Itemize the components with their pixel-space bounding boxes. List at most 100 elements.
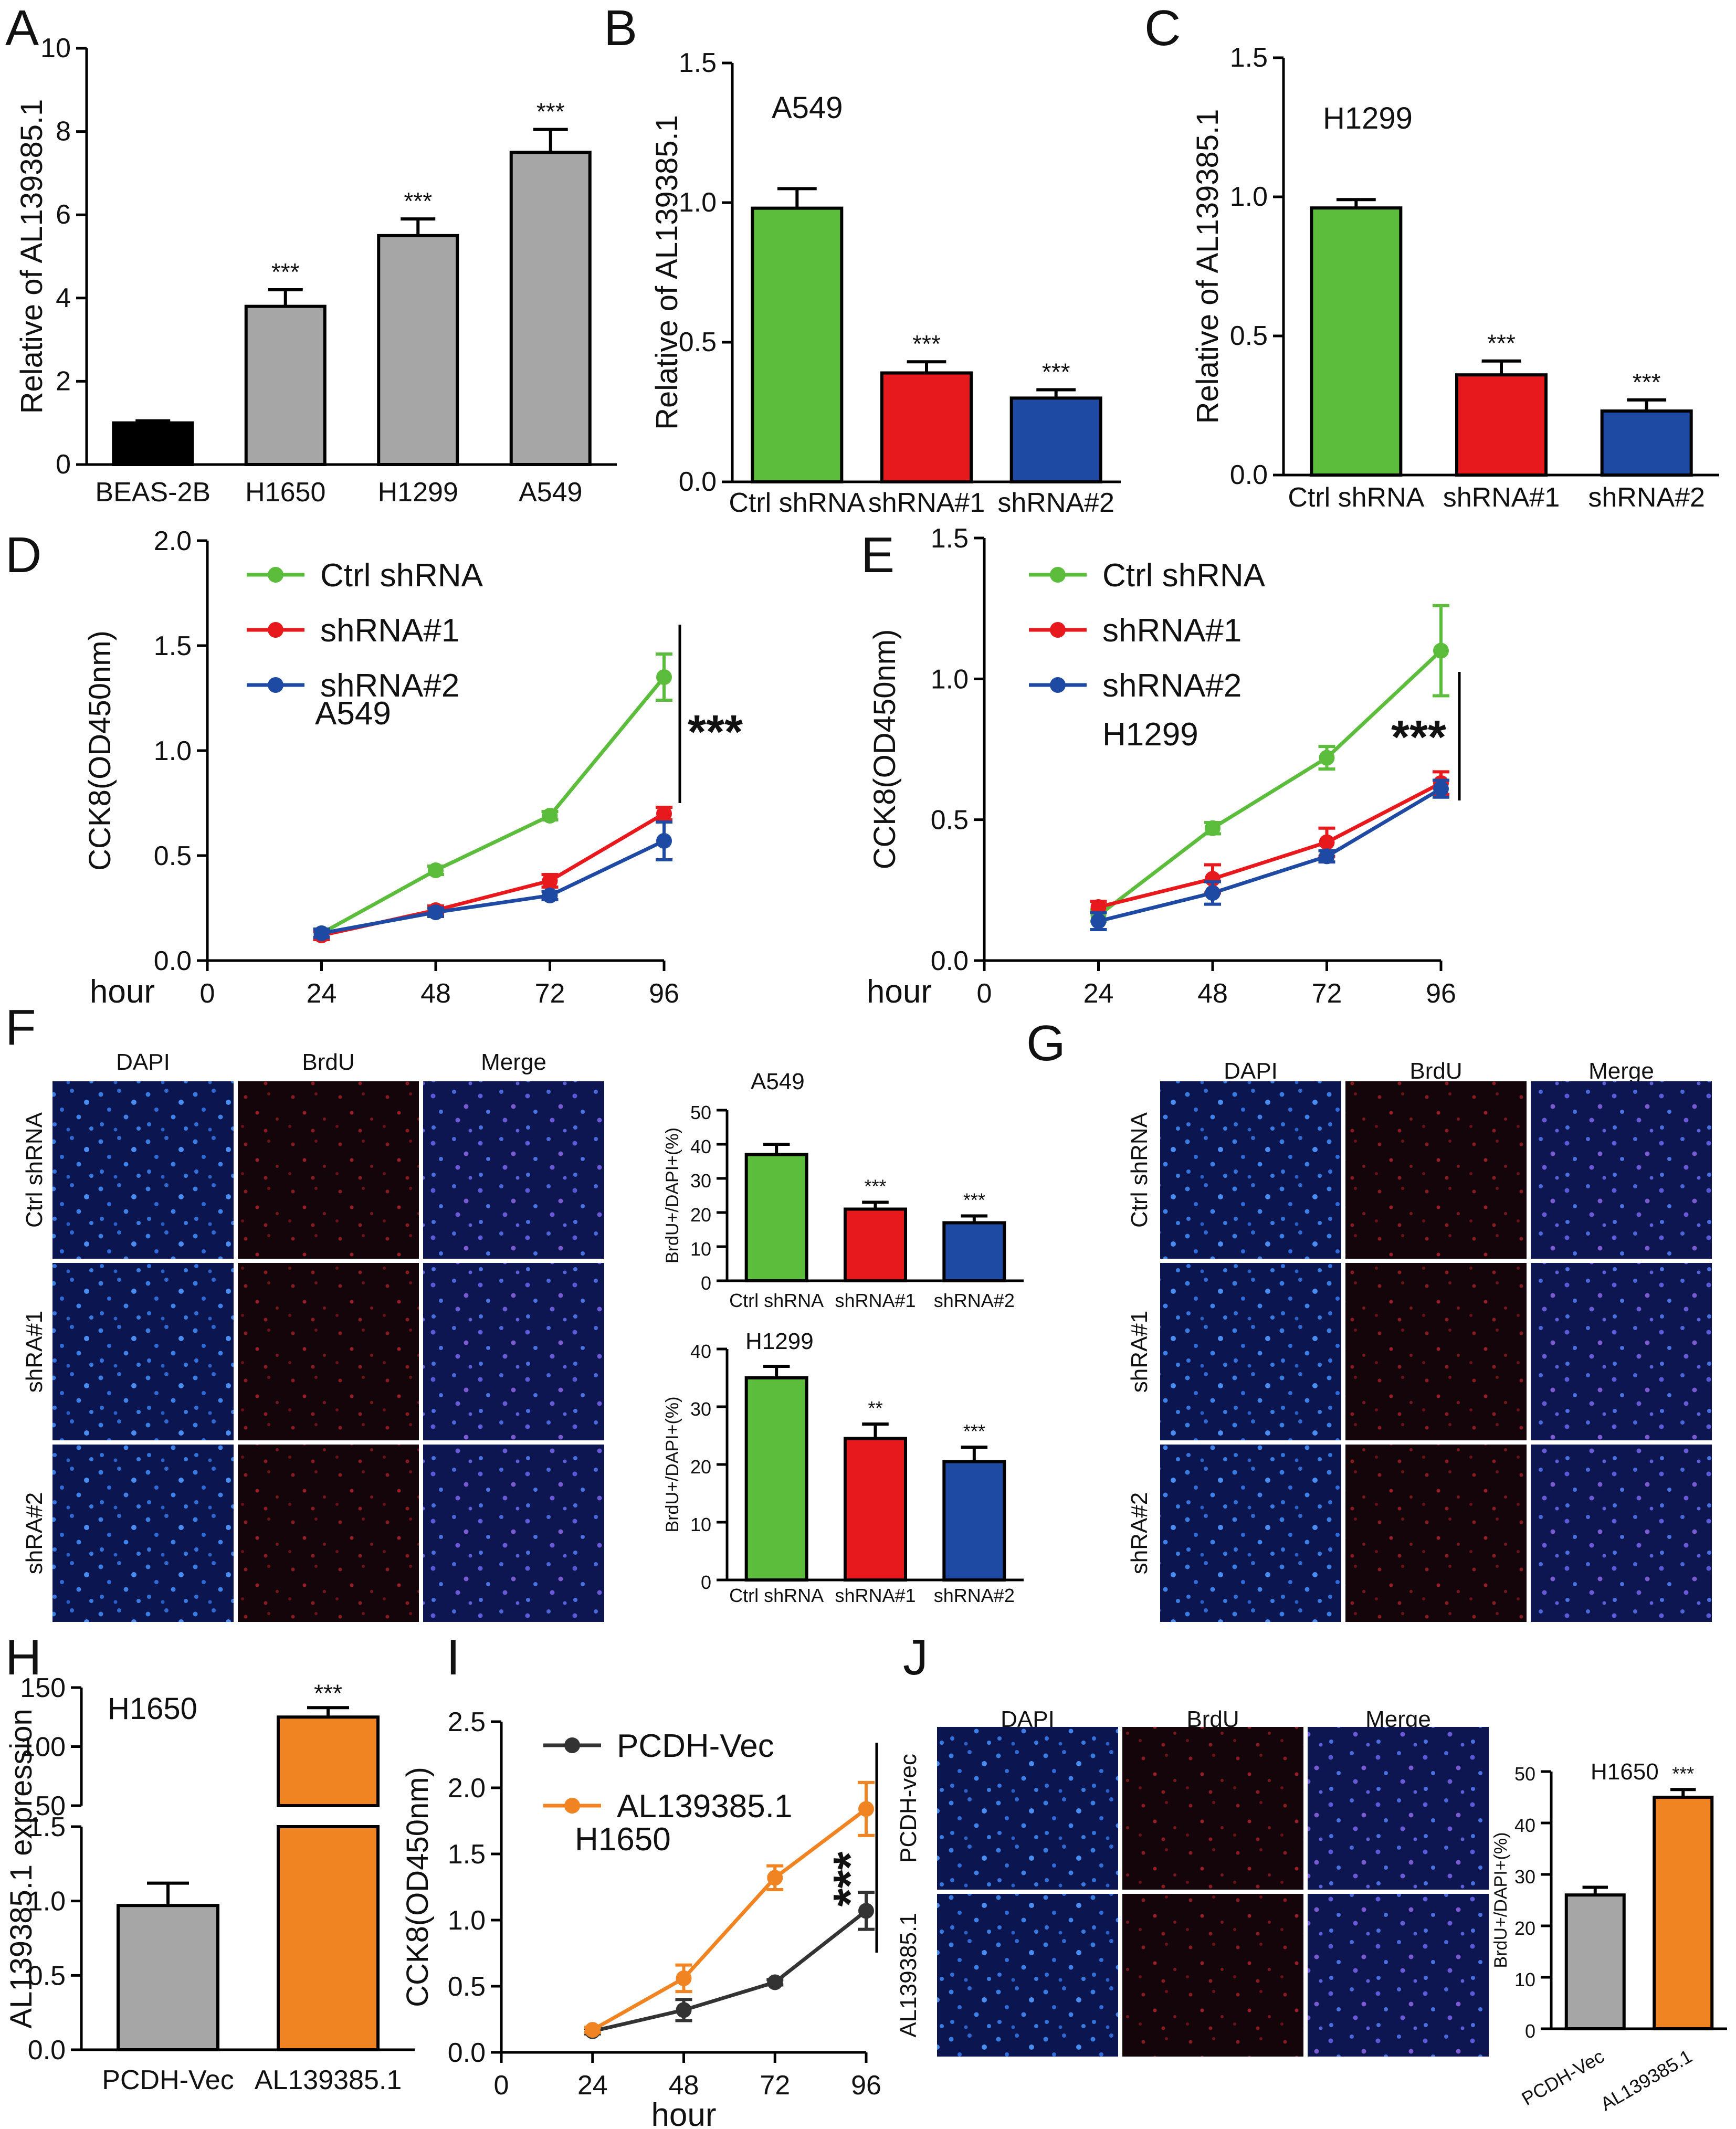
- legend-marker: [564, 1798, 580, 1814]
- y-tick-label: 10: [690, 1238, 711, 1260]
- series-line-pcdh-vec: [592, 1909, 868, 2033]
- y-tick-label: 20: [690, 1456, 711, 1478]
- y-tick-label: 0.0: [931, 946, 969, 976]
- x-category-label: shRNA#1: [1443, 482, 1560, 513]
- legend-marker: [1050, 677, 1066, 693]
- micrograph-shra-1-dapi: [1160, 1263, 1341, 1440]
- y-tick-label: 0.0: [1230, 460, 1268, 490]
- micrograph-shra-2-brdu: [1345, 1445, 1527, 1622]
- bar-shrna-2: [1600, 409, 1693, 477]
- bar-al139385-1-lower: [277, 1825, 380, 2051]
- x-tick-label: 72: [535, 978, 565, 1009]
- chart-title: A549: [315, 695, 391, 732]
- chart-panel-c: 0.0 0.5 1.0 1.5 Relative of AL139385.1 H1299 C…: [1191, 43, 1719, 513]
- data-point-shrna-1: [656, 806, 672, 821]
- series-line-ctrl-shrna: [320, 676, 666, 935]
- x-tick-label: 48: [669, 2070, 699, 2101]
- x-category-label: shRNA#2: [997, 488, 1114, 518]
- y-tick-label: 10: [690, 1514, 711, 1535]
- series-line-shrna-1: [1098, 781, 1442, 909]
- micrograph-ctrl-shrna-brdu: [1345, 1081, 1527, 1259]
- y-tick-label: 1.0: [679, 187, 717, 218]
- x-tick-label: 24: [307, 978, 337, 1009]
- row-label-ctrl-shrna: Ctrl shRNA: [1127, 1112, 1152, 1228]
- y-tick-label: 1.0: [28, 1886, 66, 1917]
- legend-marker: [268, 677, 283, 693]
- column-header-dapi: DAPI: [1224, 1058, 1278, 1084]
- x-tick-label: 96: [649, 978, 679, 1009]
- micrograph-shra-2-brdu: [238, 1445, 419, 1622]
- y-axis-label: Relative of AL139385.1: [1191, 109, 1225, 424]
- y-tick-label: 50: [690, 1102, 711, 1123]
- x-tick-label: 48: [420, 978, 451, 1009]
- significance-label: **: [868, 1397, 882, 1419]
- data-point-pcdh-vec: [676, 2002, 692, 2018]
- legend-label-pcdh-vec: PCDH-Vec: [617, 1728, 774, 1764]
- significance-label: ***: [1487, 330, 1516, 357]
- bar-shrna-1: [844, 1437, 907, 1582]
- data-point-shrna-2: [1319, 848, 1335, 865]
- x-category-label: PCDH-Vec: [1518, 2045, 1608, 2110]
- series-line-shrna-2: [1098, 787, 1442, 923]
- y-axis-label: CCK8(OD450nm): [401, 1767, 435, 2007]
- bar-shrna-2: [942, 1221, 1006, 1282]
- micrograph-pcdh-vec-merge: [1308, 1727, 1489, 1890]
- column-header-brdu: BrdU: [1409, 1058, 1462, 1084]
- significance-label: ***: [314, 1679, 342, 1706]
- micrograph-ctrl-shrna-dapi: [52, 1081, 234, 1259]
- data-point-ctrl-shrna: [542, 808, 558, 824]
- row-label-pcdh-vec: PCDH-vec: [896, 1754, 921, 1863]
- x-tick-label: 24: [1083, 978, 1114, 1009]
- legend-label-shrna-2: shRNA#2: [1102, 668, 1241, 704]
- chart-panel-f-a549: 0 10 20 30 40 50 BrdU+/DAPI+(%) A549 Ctrl shRNA *…: [662, 1069, 1024, 1311]
- y-tick-label: 50: [35, 1791, 66, 1821]
- y-axis-label: BrdU+/DAPI+(%): [1491, 1832, 1511, 1968]
- significance-label: ***: [404, 187, 432, 215]
- bar-h1650: [244, 304, 327, 466]
- y-tick-label: 0.0: [28, 2035, 66, 2065]
- chart-title: H1650: [1591, 1759, 1659, 1785]
- y-tick-label: 0: [1525, 2020, 1535, 2042]
- data-point-shrna-1: [542, 873, 558, 889]
- x-category-label: shRNA#1: [835, 1585, 916, 1606]
- data-point-shrna-2: [542, 888, 558, 903]
- row-label-shra-2: shRA#2: [22, 1492, 47, 1575]
- row-label-al139385-1: AL139385.1: [896, 1913, 921, 2037]
- bar-shrna-1: [844, 1207, 907, 1282]
- legend-label-ctrl-shrna: Ctrl shRNA: [320, 557, 483, 594]
- y-tick-label: 6: [56, 199, 71, 230]
- data-point-al139385-1: [858, 1801, 874, 1817]
- y-tick-label: 0.5: [931, 805, 969, 836]
- legend-label-shrna-1: shRNA#1: [1102, 613, 1241, 649]
- significance-label: ***: [688, 706, 743, 758]
- data-point-shrna-2: [1090, 913, 1107, 929]
- x-category-label: Ctrl shRNA: [729, 1585, 824, 1606]
- y-tick-label: 20: [690, 1204, 711, 1226]
- bar-ctrl-shrna: [744, 1376, 808, 1582]
- micrograph-shra-1-dapi: [52, 1263, 234, 1440]
- y-axis-label: Relative of AL139385.1: [650, 115, 684, 430]
- data-point-shrna-1: [1090, 899, 1107, 915]
- column-header-merge: Merge: [481, 1049, 546, 1075]
- data-point-shrna-2: [1205, 885, 1221, 901]
- y-tick-label: 50: [1514, 1763, 1535, 1785]
- x-category-label: AL139385.1: [255, 2065, 402, 2095]
- x-tick-label: 72: [1312, 978, 1342, 1009]
- micrograph-shra-2-dapi: [52, 1445, 234, 1622]
- y-tick-label: 2.0: [154, 526, 192, 556]
- legend-marker: [564, 1737, 580, 1753]
- x-tick-label: 0: [200, 978, 215, 1009]
- series-line-shrna-1: [321, 811, 665, 937]
- data-point-shrna-2: [1433, 781, 1449, 797]
- micrograph-shra-1-merge: [1531, 1263, 1712, 1440]
- data-point-pcdh-vec: [767, 1974, 783, 1990]
- bar-ctrl-shrna: [744, 1153, 808, 1282]
- series-line-al139385-1: [592, 1807, 868, 2032]
- y-axis-label: CCK8(OD450nm): [83, 630, 117, 871]
- y-tick-label: 40: [690, 1341, 711, 1362]
- x-category-label: H1650: [245, 477, 325, 508]
- y-tick-label: 40: [1514, 1815, 1535, 1836]
- data-point-shrna-1: [1319, 834, 1335, 850]
